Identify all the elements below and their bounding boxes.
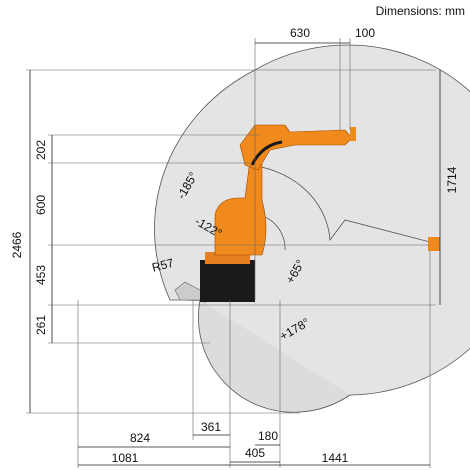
work-envelope [154, 44, 470, 413]
dim-label: 1714 [445, 166, 459, 193]
dim-label: 100 [355, 26, 375, 40]
dim-label: 600 [34, 195, 48, 215]
dimension-lines [26, 38, 441, 468]
dim-label: 453 [34, 265, 48, 285]
dim-label: 630 [290, 26, 310, 40]
dim-label: 261 [34, 315, 48, 335]
dim-label: 405 [245, 446, 265, 460]
dim-label: 180 [258, 429, 278, 443]
robot [200, 124, 440, 302]
dim-label: 824 [130, 431, 150, 445]
radius-label: R57 [150, 256, 175, 275]
dim-label: 361 [201, 420, 221, 434]
dim-label: 1441 [322, 451, 349, 465]
dim-label: 1081 [112, 451, 139, 465]
note: Dimensions: mm [376, 4, 465, 18]
dim-label: 2466 [10, 231, 24, 258]
dim-label: 202 [34, 140, 48, 160]
